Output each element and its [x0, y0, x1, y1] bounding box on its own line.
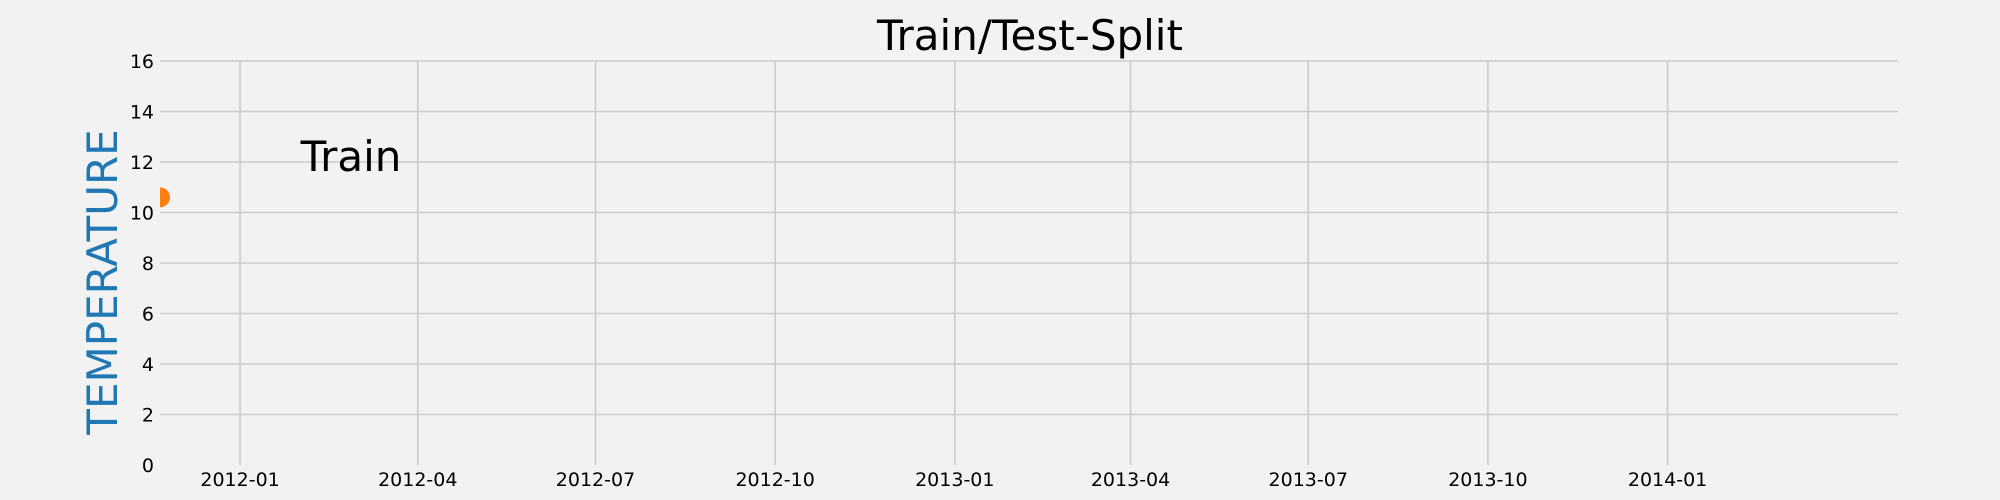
y-tick-label: 4 — [142, 354, 154, 376]
x-tick-label: 2014-01 — [1628, 469, 1707, 491]
y-tick-label: 12 — [130, 152, 154, 174]
y-tick-label: 2 — [142, 405, 154, 427]
x-tick-label: 2013-01 — [915, 469, 994, 491]
y-tick-label: 8 — [142, 253, 154, 275]
y-tick-label: 6 — [142, 304, 154, 326]
data-points — [160, 187, 170, 208]
x-tick-label: 2013-10 — [1448, 469, 1527, 491]
x-tick-label: 2012-04 — [378, 469, 457, 491]
x-tick-label: 2012-01 — [200, 469, 279, 491]
x-tick-labels: 2012-01 2012-04 2012-07 2012-10 2013-01 2013-… — [200, 469, 1707, 491]
y-tick-label: 10 — [130, 203, 154, 225]
y-tick-label: 14 — [130, 102, 154, 124]
x-tick-label: 2013-04 — [1091, 469, 1170, 491]
chart-title: Train/Test-Split — [876, 11, 1183, 60]
annotation-label: Train — [300, 132, 402, 181]
y-gridlines — [160, 60, 1898, 416]
annotations: Train — [300, 132, 402, 181]
x-tick-label: 2013-07 — [1269, 469, 1348, 491]
data-point — [160, 187, 170, 208]
x-tick-label: 2012-07 — [556, 469, 635, 491]
y-tick-label: 0 — [142, 455, 154, 477]
y-tick-label: 16 — [130, 51, 154, 73]
y-tick-labels: 0 2 4 6 8 10 12 14 16 — [130, 51, 154, 477]
x-tick-label: 2012-10 — [735, 469, 814, 491]
y-axis-label: TEMPERATURE — [78, 129, 127, 435]
